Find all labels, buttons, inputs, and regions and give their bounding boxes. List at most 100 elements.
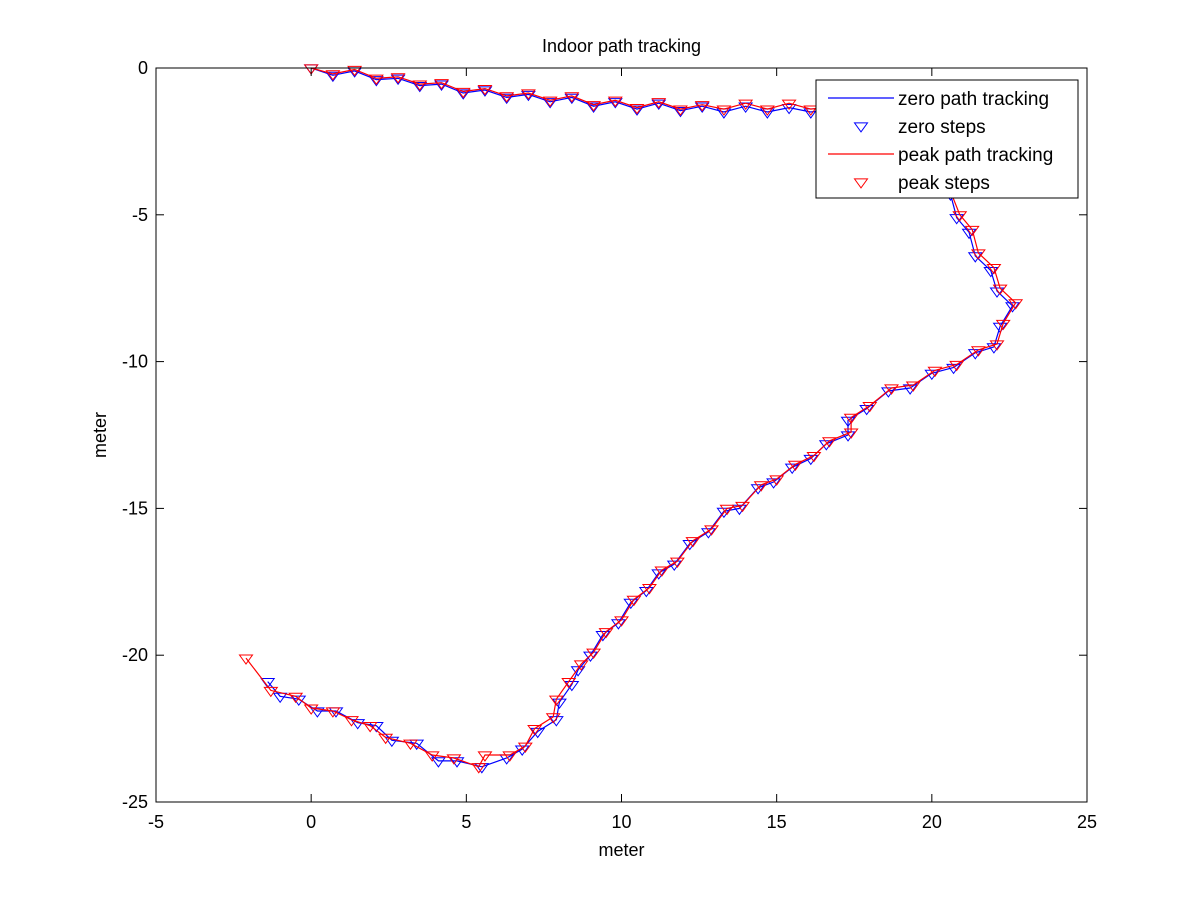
peak-step-marker xyxy=(477,751,493,762)
legend-label-peak-steps: peak steps xyxy=(898,173,990,194)
zero-step-marker xyxy=(430,757,446,768)
peak-step-marker xyxy=(325,707,341,718)
zero-step-marker xyxy=(629,105,645,116)
zero-step-marker xyxy=(946,363,962,375)
zero-step-marker xyxy=(651,569,667,580)
zero-step-marker xyxy=(586,102,602,113)
peak-step-marker xyxy=(455,87,471,99)
peak-step-marker xyxy=(952,211,968,222)
zero-step-marker xyxy=(455,89,471,100)
peak-step-marker xyxy=(995,319,1011,331)
zero-step-marker xyxy=(530,727,546,739)
peak-step-marker xyxy=(949,360,965,372)
y-tick-label: -20 xyxy=(122,645,148,665)
peak-step-marker xyxy=(573,660,589,671)
y-tick-label: -25 xyxy=(122,792,148,812)
peak-step-marker xyxy=(614,616,629,627)
peak-step-marker xyxy=(719,504,735,516)
peak-step-marker xyxy=(862,402,878,413)
peak-step-marker xyxy=(412,80,428,91)
zero-step-marker xyxy=(766,478,782,489)
peak-step-marker xyxy=(806,451,822,463)
zero-step-marker xyxy=(477,86,493,97)
zero-step-marker xyxy=(818,440,834,451)
zero-step-marker xyxy=(434,80,449,91)
peak-step-marker xyxy=(564,92,580,103)
peak-step-marker xyxy=(986,264,1002,275)
x-tick-label: -5 xyxy=(148,812,164,832)
peak-step-marker xyxy=(527,724,543,736)
peak-step-marker xyxy=(905,381,921,392)
peak-step-marker xyxy=(517,742,533,754)
peak-step-marker xyxy=(759,105,775,116)
peak-step-marker xyxy=(390,73,406,84)
zero-step-marker xyxy=(384,736,400,748)
zero-step-marker xyxy=(840,431,856,442)
peak-step-marker xyxy=(325,70,341,81)
peak-step-marker xyxy=(738,99,754,111)
peak-step-marker xyxy=(545,713,561,724)
zero-step-marker xyxy=(992,322,1008,334)
peak-step-marker xyxy=(626,595,642,607)
legend-label-zero-steps: zero steps xyxy=(898,117,986,138)
peak-step-marker xyxy=(368,74,384,86)
zero-step-marker xyxy=(651,99,667,111)
peak-step-marker xyxy=(781,99,797,111)
peak-step-marker xyxy=(446,754,462,765)
peak-step-marker xyxy=(843,413,859,425)
peak-step-marker xyxy=(344,716,359,727)
peak-step-marker xyxy=(303,64,319,75)
zero-step-marker xyxy=(582,651,598,662)
x-tick-label: 20 xyxy=(922,812,942,832)
zero-step-marker xyxy=(716,507,732,519)
legend-swatch-zero-steps xyxy=(853,122,869,133)
legend-label-zero-path-tracking: zero path tracking xyxy=(898,89,1049,110)
zero-step-marker xyxy=(781,104,797,115)
zero-path-line xyxy=(267,67,1014,768)
y-tick-label: -10 xyxy=(122,352,148,372)
zero-step-marker xyxy=(570,666,586,677)
x-axis-label: meter xyxy=(598,840,644,860)
peak-step-marker xyxy=(641,584,657,595)
zero-step-marker xyxy=(564,93,580,105)
zero-step-marker xyxy=(672,106,688,118)
y-tick-label: -5 xyxy=(132,205,148,225)
peak-step-marker xyxy=(787,460,803,472)
zero-step-marker xyxy=(542,98,558,109)
legend: zero path tracking zero steps peak path tr… xyxy=(815,79,1079,199)
peak-step-marker xyxy=(499,92,515,103)
legend-box xyxy=(815,79,1079,199)
peak-step-marker xyxy=(424,751,440,762)
peak-step-marker xyxy=(672,105,688,116)
zero-step-marker xyxy=(412,82,428,93)
peak-step-marker xyxy=(769,475,785,486)
zero-step-marker xyxy=(548,716,564,727)
x-tick-label: 15 xyxy=(767,812,787,832)
zero-step-marker xyxy=(499,93,515,105)
peak-step-marker xyxy=(803,105,819,116)
zero-step-marker xyxy=(309,707,325,718)
zero-step-marker xyxy=(325,71,341,83)
zero-step-marker xyxy=(350,719,366,730)
zero-step-marker xyxy=(986,343,1002,354)
x-tick-label: 5 xyxy=(461,812,471,832)
zero-step-marker xyxy=(967,252,983,263)
peak-step-marker xyxy=(989,340,1005,351)
y-axis-label: meter xyxy=(90,412,110,458)
zero-step-marker xyxy=(803,454,819,466)
zero-step-marker xyxy=(750,484,766,495)
peak-step-marker xyxy=(471,763,487,774)
peak-step-marker xyxy=(238,654,254,665)
peak-step-marker xyxy=(303,704,319,715)
peak-step-marker xyxy=(263,686,279,698)
peak-step-marker xyxy=(548,695,564,707)
peak-step-marker xyxy=(821,437,837,448)
zero-step-marker xyxy=(731,504,747,516)
zero-step-marker xyxy=(623,598,639,610)
zero-step-marker xyxy=(880,387,896,398)
zero-step-marker xyxy=(551,698,567,709)
x-tick-label: 0 xyxy=(306,812,316,832)
peak-step-marker xyxy=(992,284,1008,295)
peak-step-marker xyxy=(694,101,710,112)
peak-step-marker xyxy=(629,104,645,115)
